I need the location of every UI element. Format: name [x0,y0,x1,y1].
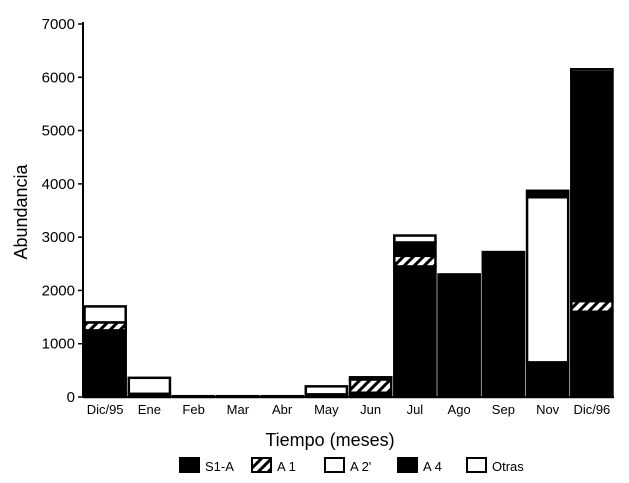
x-tick-label: Ago [448,402,471,417]
bar-segment-dic-96-series-1 [570,310,614,399]
legend-swatch-1 [179,457,200,473]
legend-label-3: A 2' [350,459,371,474]
y-tick-label: 4000 [42,176,75,193]
bar-segment-may-series-3 [304,385,349,396]
legend-swatch-2 [251,457,272,473]
bar-segment-jul-series-1 [393,265,437,399]
axes-layer: 0 1000 2000 3000 4000 5000 6000 7000 Dic/95 Ene Fe… [42,16,614,417]
legend-label-5: Otras [492,459,524,474]
x-tick-label: Abr [272,402,293,417]
y-tick-label: 1000 [42,336,75,353]
x-axis-title: Tiempo (meses) [265,430,394,450]
y-tick-label: 6000 [42,69,75,86]
bar-segment-jul-series-2 [393,254,437,268]
x-tick-label: Dic/95 [87,402,124,417]
bar-segment-dic-95-series-1 [83,329,127,399]
bar-segment-sep-series-1 [481,250,526,399]
y-axis-title: Abundancia [11,163,31,259]
legend-swatch-5 [466,457,487,473]
bar-segment-nov-series-3 [525,195,570,364]
x-tick-label: Dic/96 [573,402,610,417]
bar-segment-nov-series-1 [525,361,570,399]
y-tick-label: 2000 [42,282,75,299]
bar-segment-dic-95-series-5 [83,305,127,324]
x-tick-label: Jul [407,402,424,417]
x-tick-label: Ene [138,402,161,417]
x-tick-label: Mar [227,402,250,417]
x-tick-label: Feb [182,402,204,417]
bar-segment-dic-96-series-4 [570,70,614,303]
bar-segment-ago-series-1 [437,273,481,399]
bar-segment-nov-series-4 [525,189,570,199]
legend-label-4: A 4 [423,459,442,474]
bar-segment-jun-series-2 [348,378,393,394]
bar-segment-jul-series-5 [393,234,437,244]
legend-label-2: A 1 [277,459,296,474]
y-tick-label: 3000 [42,229,75,246]
legend-label-1: S1-A [205,459,234,474]
y-tick-label: 7000 [42,16,75,33]
bar-segment-jun-series-5 [348,376,393,381]
y-tick-label: 5000 [42,123,75,140]
bar-segment-dic-96-series-5 [570,68,614,74]
legend-swatch-3 [324,457,345,473]
bar-segment-ene-series-5 [127,376,172,396]
x-tick-label: Sep [492,402,515,417]
x-tick-label: Nov [536,402,560,417]
bars-layer [83,68,614,399]
legend-swatch-4 [397,457,418,473]
x-tick-label: May [314,402,339,417]
y-tick-label: 0 [67,389,75,406]
legend: S1-A A 1 A 2' A 4 Otras [179,457,524,474]
bar-segment-dic-96-series-2 [570,299,614,313]
x-tick-label: Jun [360,402,381,417]
bar-segment-jul-series-4 [393,241,437,258]
